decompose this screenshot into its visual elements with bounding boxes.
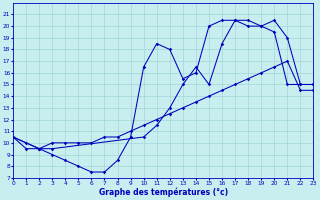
X-axis label: Graphe des températures (°c): Graphe des températures (°c) (99, 188, 228, 197)
